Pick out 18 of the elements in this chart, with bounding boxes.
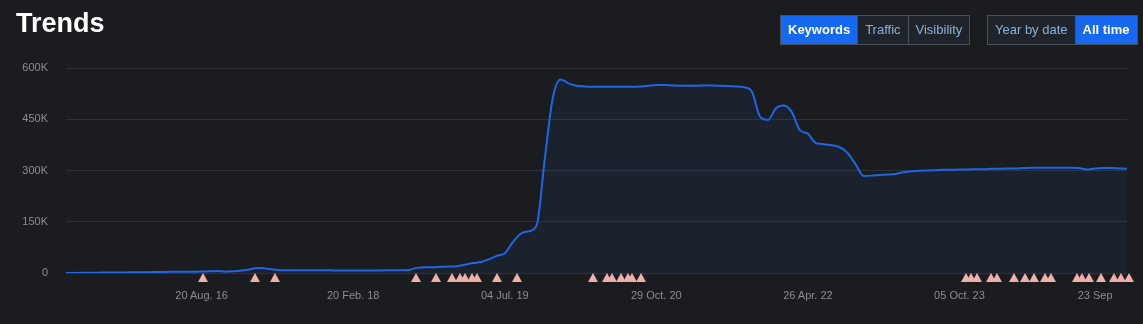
x-tick-label: 05 Oct. 23 [934,288,985,301]
x-tick-label: 20 Feb. 18 [326,288,380,301]
y-tick-label: 0 [41,266,48,279]
y-tick-label: 600K [22,61,49,74]
x-tick-label: 20 Aug. 16 [175,288,228,301]
y-tick-label: 300K [22,163,49,176]
text: Year by date [987,15,1076,45]
chart-title: Trends [16,8,105,39]
x-tick-label: 29 Oct. 20 [630,288,682,301]
text: Visibility [907,15,971,45]
x-tick-label: 23 Sep [1077,288,1113,301]
x-tick-label: 04 Jul. 19 [480,288,529,301]
text: All time [1074,15,1138,45]
y-tick-label: 150K [22,214,49,227]
text: Traffic [857,15,909,45]
text: Keywords [780,15,859,45]
y-tick-label: 450K [22,112,49,125]
x-tick-label: 26 Apr. 22 [783,288,833,301]
